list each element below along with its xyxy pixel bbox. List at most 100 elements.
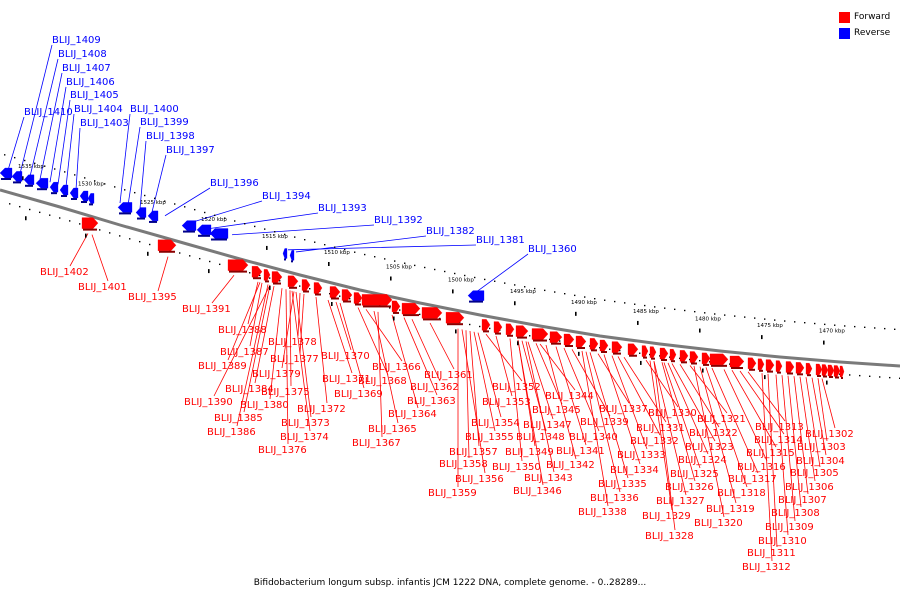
forward-gene-arrow[interactable]	[157, 239, 177, 251]
reverse-gene-arrow[interactable]	[181, 220, 197, 231]
track-dot	[329, 293, 331, 295]
forward-leader-line	[747, 371, 786, 422]
reverse-gene-arrow[interactable]	[117, 202, 133, 213]
forward-gene-arrow[interactable]	[649, 346, 657, 358]
reverse-gene-arrow[interactable]	[135, 207, 147, 218]
forward-gene-arrow[interactable]	[805, 363, 813, 375]
forward-leader-line	[667, 362, 709, 455]
forward-gene-arrow[interactable]	[659, 347, 669, 360]
forward-leader-line	[663, 362, 701, 469]
forward-gene-arrow[interactable]	[641, 345, 649, 357]
forward-gene-arrow[interactable]	[765, 359, 775, 371]
forward-gene-arrow[interactable]	[833, 365, 841, 377]
forward-gene-arrow[interactable]	[795, 362, 805, 374]
forward-gene-arrow[interactable]	[747, 357, 757, 369]
forward-gene-arrow[interactable]	[563, 333, 575, 346]
reverse-gene-arrow[interactable]	[147, 210, 159, 222]
forward-gene-label: BLIJ_1347	[523, 420, 572, 431]
forward-gene-label: BLIJ_1337	[599, 404, 648, 415]
reverse-gene-arrow[interactable]	[35, 178, 49, 189]
reverse-gene-arrow[interactable]	[49, 182, 59, 193]
forward-gene-arrow[interactable]	[445, 312, 465, 324]
forward-gene-arrow[interactable]	[251, 266, 263, 278]
scale-tick-mark	[764, 375, 766, 380]
forward-gene-arrow[interactable]	[263, 269, 271, 281]
track-dot	[694, 310, 696, 313]
forward-gene-label: BLIJ_1342	[546, 460, 595, 471]
forward-gene-label: BLIJ_1320	[694, 518, 743, 529]
forward-gene-arrow[interactable]	[391, 300, 401, 313]
forward-gene-arrow[interactable]	[589, 338, 599, 350]
track-dot	[259, 274, 261, 277]
reverse-gene-arrow[interactable]	[59, 184, 69, 196]
forward-leader-line	[661, 362, 696, 482]
forward-gene-arrow[interactable]	[821, 364, 829, 376]
gene-arrow-shadow	[403, 314, 419, 317]
gene-arrow-shadow	[495, 332, 501, 335]
forward-gene-arrow[interactable]	[353, 292, 363, 304]
gene-arrows[interactable]	[0, 167, 845, 379]
forward-gene-arrow[interactable]	[611, 341, 623, 353]
forward-gene-label: BLIJ_1391	[182, 304, 231, 315]
forward-gene-arrow[interactable]	[627, 343, 639, 355]
reverse-gene-arrow[interactable]	[79, 190, 89, 202]
forward-gene-arrow[interactable]	[709, 353, 729, 365]
forward-leader-line	[289, 290, 292, 387]
reverse-gene-arrow[interactable]	[467, 290, 485, 301]
forward-gene-arrow[interactable]	[531, 328, 549, 340]
forward-gene-arrow[interactable]	[271, 271, 283, 283]
forward-gene-label: BLIJ_1314	[754, 435, 803, 446]
forward-gene-arrow[interactable]	[313, 282, 323, 294]
track-dot	[284, 233, 286, 236]
track-dot	[804, 322, 806, 324]
forward-gene-arrow[interactable]	[701, 352, 711, 365]
forward-gene-arrow[interactable]	[81, 217, 99, 229]
reverse-gene-arrow[interactable]	[23, 174, 35, 185]
forward-gene-arrow[interactable]	[421, 307, 443, 319]
forward-gene-arrow[interactable]	[287, 275, 299, 287]
forward-gene-arrow[interactable]	[775, 360, 783, 372]
reverse-gene-arrow[interactable]	[11, 171, 23, 182]
forward-gene-arrow[interactable]	[575, 335, 587, 348]
forward-gene-arrow[interactable]	[341, 289, 353, 301]
scale-tick-mark	[637, 320, 639, 325]
forward-gene-arrow[interactable]	[227, 259, 249, 271]
track-dot	[19, 205, 21, 208]
forward-leader-line	[585, 351, 621, 493]
forward-gene-arrow[interactable]	[599, 339, 609, 352]
forward-gene-arrow[interactable]	[679, 350, 689, 362]
forward-gene-arrow[interactable]	[785, 361, 795, 373]
forward-gene-arrow[interactable]	[729, 355, 745, 368]
reverse-gene-arrow[interactable]	[196, 224, 212, 235]
forward-gene-arrow[interactable]	[815, 363, 823, 376]
forward-gene-arrow[interactable]	[401, 302, 421, 315]
reverse-gene-arrow[interactable]	[209, 228, 229, 239]
forward-leader-line	[699, 366, 737, 504]
forward-leader-line	[799, 376, 816, 482]
forward-gene-arrow[interactable]	[669, 349, 677, 361]
reverse-gene-arrow[interactable]	[87, 193, 95, 204]
forward-gene-arrow[interactable]	[515, 325, 529, 337]
forward-gene-arrow[interactable]	[505, 323, 515, 335]
forward-gene-arrow[interactable]	[827, 364, 835, 377]
forward-gene-arrow[interactable]	[481, 319, 491, 331]
forward-gene-arrow[interactable]	[839, 365, 845, 378]
forward-gene-arrow[interactable]	[757, 358, 765, 370]
forward-gene-arrow[interactable]	[361, 294, 393, 306]
reverse-gene-arrow[interactable]	[0, 167, 13, 179]
scale-tick-label: 1520 kbp	[201, 217, 227, 223]
genome-backbone-line	[0, 188, 900, 368]
reverse-gene-arrow[interactable]	[282, 248, 288, 259]
forward-gene-arrow[interactable]	[549, 331, 563, 343]
forward-leader-line	[299, 293, 305, 354]
forward-gene-arrow[interactable]	[493, 321, 503, 333]
track-dot	[414, 264, 416, 267]
forward-gene-arrow[interactable]	[689, 351, 699, 363]
track-dot	[654, 306, 656, 308]
forward-gene-arrow[interactable]	[329, 286, 341, 298]
gene-arrow-shadow	[787, 372, 793, 375]
track-dot	[709, 361, 711, 363]
forward-gene-arrow[interactable]	[301, 279, 311, 291]
reverse-gene-arrow[interactable]	[289, 250, 295, 261]
reverse-gene-arrow[interactable]	[69, 187, 79, 199]
